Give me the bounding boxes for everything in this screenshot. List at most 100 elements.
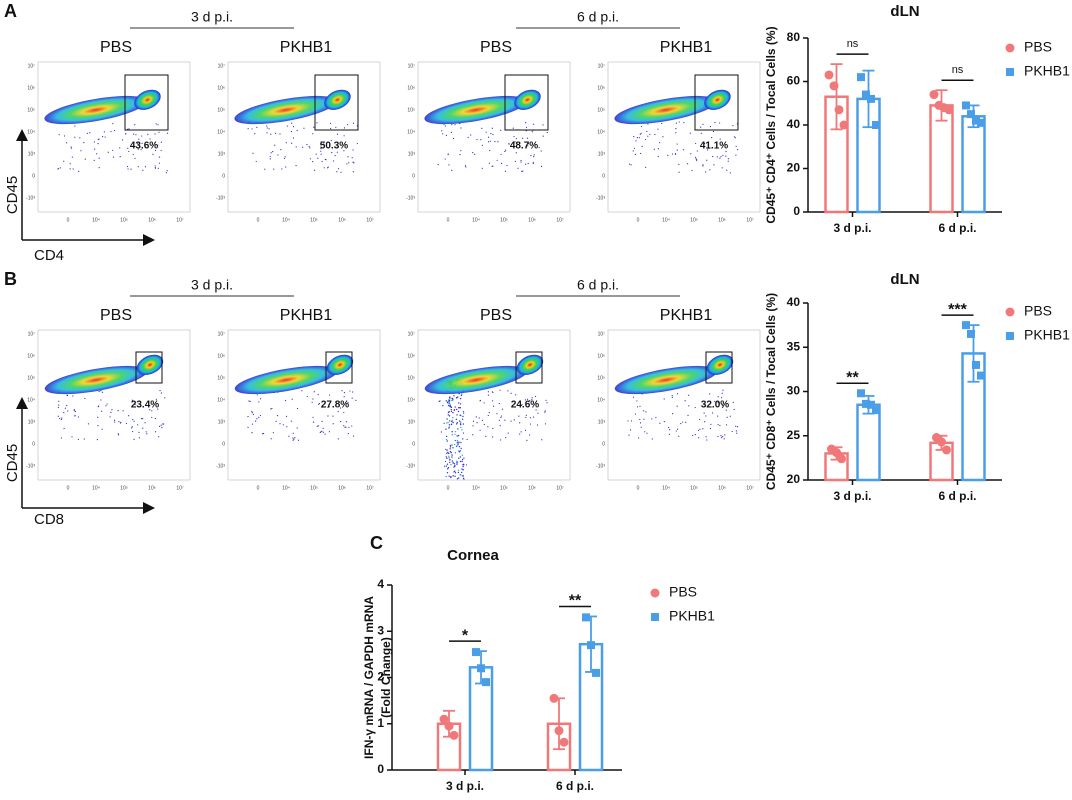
flow-y-tick: -10³ <box>26 195 35 201</box>
event-dot <box>456 442 459 444</box>
data-point <box>832 448 841 458</box>
event-dot <box>292 437 294 439</box>
event-dot <box>527 145 529 147</box>
event-dot <box>530 154 532 157</box>
event-dot <box>348 426 350 428</box>
event-dot <box>676 405 678 407</box>
flow-x-tick: 10⁶ <box>718 217 726 223</box>
event-dot <box>266 127 268 129</box>
event-dot <box>258 416 260 418</box>
event-dot <box>69 168 71 170</box>
event-dot <box>164 397 166 399</box>
event-dot <box>705 415 707 417</box>
event-dot <box>447 466 450 469</box>
event-dot <box>452 462 454 464</box>
event-dot <box>659 142 661 144</box>
flow-y-tick: 0 <box>602 173 605 179</box>
event-dot <box>450 397 452 400</box>
event-dot <box>340 171 342 174</box>
bar <box>961 115 986 214</box>
event-dot <box>138 146 141 148</box>
event-dot <box>450 408 453 411</box>
event-dot <box>451 397 454 400</box>
event-dot <box>504 419 506 421</box>
event-dot <box>356 142 358 145</box>
y-axis-label: (Fold Change) <box>379 637 393 718</box>
flow-x-tick: 10⁶ <box>148 217 156 223</box>
data-point <box>834 105 844 115</box>
event-dot <box>97 143 99 145</box>
event-dot <box>735 425 737 427</box>
legend-marker <box>1006 68 1014 76</box>
event-dot <box>491 165 493 167</box>
event-dot <box>274 144 276 146</box>
event-dot <box>324 433 326 435</box>
flow-y-tick: 10⁵ <box>407 375 415 381</box>
event-dot <box>441 130 443 132</box>
event-dot <box>455 418 458 421</box>
event-dot <box>74 410 77 413</box>
event-dot <box>149 409 151 411</box>
data-point <box>872 121 880 129</box>
event-dot <box>676 143 678 145</box>
flow-y-tick: -10³ <box>216 463 225 469</box>
significance-label: * <box>462 627 469 644</box>
density-blob <box>424 365 528 395</box>
event-dot <box>535 409 537 411</box>
event-dot <box>74 414 76 416</box>
flow-x-tick: 10⁴ <box>92 217 100 223</box>
event-dot <box>682 149 685 151</box>
flow-y-tick: 10⁵ <box>407 107 415 113</box>
flow-y-tick: 10⁶ <box>27 353 35 359</box>
event-dot <box>96 439 99 441</box>
event-dot <box>456 462 458 464</box>
event-dot <box>462 423 465 425</box>
gate <box>135 351 163 384</box>
event-dot <box>688 394 690 396</box>
event-dot <box>727 158 730 160</box>
event-dot <box>721 404 723 407</box>
sample-label: PKHB1 <box>280 307 333 324</box>
y-tick-label: 40 <box>787 295 801 309</box>
event-dot <box>132 418 134 421</box>
event-dot <box>69 163 71 165</box>
event-dot <box>291 398 293 400</box>
event-dot <box>454 406 456 408</box>
event-dot <box>80 150 82 152</box>
event-dot <box>719 424 721 427</box>
event-dot <box>457 396 459 398</box>
event-dot <box>645 411 647 413</box>
event-dot <box>524 429 527 431</box>
event-dot <box>726 169 728 171</box>
flow-y-tick: 0 <box>602 441 605 447</box>
event-dot <box>154 141 156 143</box>
event-dot <box>653 148 655 150</box>
event-dot <box>525 414 527 416</box>
event-dot <box>266 132 268 134</box>
significance-label: *** <box>948 301 967 318</box>
event-dot <box>134 124 136 126</box>
event-dot <box>454 430 457 433</box>
event-dot <box>279 133 281 135</box>
flow-x-tick: 10⁷ <box>366 217 374 223</box>
event-dot <box>79 137 81 139</box>
event-dot <box>500 129 502 131</box>
event-dot <box>519 422 521 424</box>
event-dot <box>719 157 721 159</box>
event-dot <box>704 142 706 145</box>
event-dot <box>321 406 323 408</box>
event-dot <box>97 138 99 141</box>
event-dot <box>481 144 483 146</box>
event-dot <box>492 400 494 402</box>
event-dot <box>638 137 640 139</box>
event-dot <box>105 405 107 407</box>
event-dot <box>492 405 495 407</box>
event-dot <box>720 437 723 439</box>
event-dot <box>339 407 342 409</box>
event-dot <box>84 397 86 400</box>
event-dot <box>461 460 463 463</box>
event-dot <box>644 138 647 141</box>
gate <box>124 74 169 131</box>
event-dot <box>717 402 719 404</box>
event-dot <box>450 476 452 479</box>
